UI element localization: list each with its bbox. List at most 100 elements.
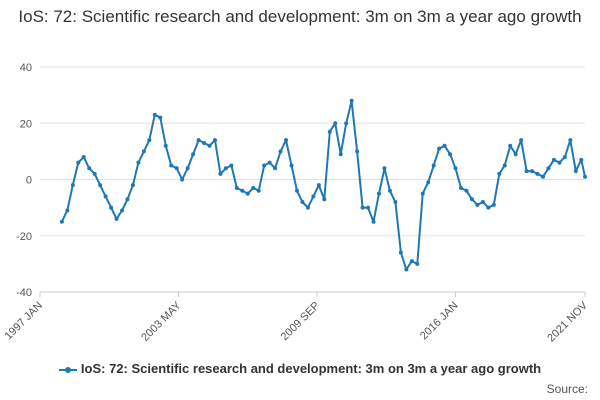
data-point[interactable] [289,163,294,168]
data-point[interactable] [311,194,316,199]
data-point[interactable] [81,155,86,159]
data-point[interactable] [114,216,119,221]
data-point[interactable] [212,138,217,143]
data-point[interactable] [180,177,185,182]
data-point[interactable] [387,188,392,193]
data-point[interactable] [475,202,480,207]
data-point[interactable] [442,143,447,148]
data-point[interactable] [393,200,398,204]
data-point[interactable] [448,152,453,157]
data-point[interactable] [519,138,524,143]
data-point[interactable] [109,205,114,210]
data-point[interactable] [284,138,289,143]
data-point[interactable] [322,197,327,202]
data-point[interactable] [508,143,513,148]
data-point[interactable] [245,191,250,196]
data-point[interactable] [92,171,97,176]
data-point[interactable] [376,191,381,196]
data-point[interactable] [218,171,223,176]
data-point[interactable] [163,143,168,148]
data-point[interactable] [169,163,174,168]
data-point[interactable] [513,152,518,157]
data-point[interactable] [437,146,442,151]
data-point[interactable] [333,121,338,126]
data-point[interactable] [59,219,64,224]
data-point[interactable] [464,188,469,193]
data-point[interactable] [415,261,420,266]
data-point[interactable] [409,259,414,264]
data-point[interactable] [491,202,496,207]
data-point[interactable] [98,183,103,188]
data-point[interactable] [147,138,152,143]
data-point[interactable] [382,166,387,171]
data-point[interactable] [486,205,491,210]
data-point[interactable] [573,169,578,174]
data-point[interactable] [366,205,371,210]
data-point[interactable] [125,197,130,202]
data-point[interactable] [196,138,201,143]
data-point[interactable] [294,188,299,193]
data-point[interactable] [234,185,239,190]
data-point[interactable] [278,149,283,154]
data-point[interactable] [65,208,70,213]
data-point[interactable] [546,166,551,171]
data-point[interactable] [530,169,535,174]
y-tick-label: -20 [16,231,32,243]
data-point[interactable] [469,197,474,202]
data-point[interactable] [458,185,463,190]
data-point[interactable] [398,250,403,255]
data-point[interactable] [502,163,507,168]
data-point[interactable] [551,157,556,162]
data-point[interactable] [583,174,587,179]
data-point[interactable] [453,166,458,171]
data-point[interactable] [338,152,343,157]
data-point[interactable] [223,166,228,171]
data-point[interactable] [420,191,425,196]
data-point[interactable] [185,166,190,171]
data-point[interactable] [535,171,540,176]
data-point[interactable] [262,163,267,168]
data-point[interactable] [229,163,234,168]
data-point[interactable] [152,112,157,117]
data-point[interactable] [70,183,75,188]
data-point[interactable] [251,185,256,190]
data-point[interactable] [300,200,305,204]
data-point[interactable] [103,194,108,199]
data-point[interactable] [480,200,485,204]
data-point[interactable] [426,180,431,185]
data-point[interactable] [557,160,562,165]
data-point[interactable] [240,188,245,193]
data-point[interactable] [360,205,365,210]
data-point[interactable] [130,183,135,188]
data-point[interactable] [256,188,261,193]
data-point[interactable] [305,205,310,210]
data-point[interactable] [120,208,125,213]
data-point[interactable] [174,166,179,171]
series-line[interactable] [60,99,586,271]
data-point[interactable] [316,183,321,188]
data-point[interactable] [568,138,573,143]
data-point[interactable] [202,140,207,145]
data-point[interactable] [76,160,81,165]
data-point[interactable] [497,171,502,176]
data-point[interactable] [524,169,529,174]
legend[interactable]: IoS: 72: Scientific research and develop… [0,361,600,376]
data-point[interactable] [562,155,567,159]
data-point[interactable] [579,157,584,162]
data-point[interactable] [541,174,546,179]
data-point[interactable] [207,143,212,148]
data-point[interactable] [158,115,163,120]
data-point[interactable] [355,149,360,154]
data-point[interactable] [327,129,332,134]
data-point[interactable] [404,267,409,272]
data-point[interactable] [431,163,436,168]
data-point[interactable] [87,166,92,171]
data-point[interactable] [344,121,349,126]
data-point[interactable] [273,166,278,171]
data-point[interactable] [141,149,146,154]
data-point[interactable] [267,160,272,165]
data-point[interactable] [371,219,376,224]
data-point[interactable] [136,160,141,165]
data-point[interactable] [191,152,196,157]
data-point[interactable] [349,98,354,103]
